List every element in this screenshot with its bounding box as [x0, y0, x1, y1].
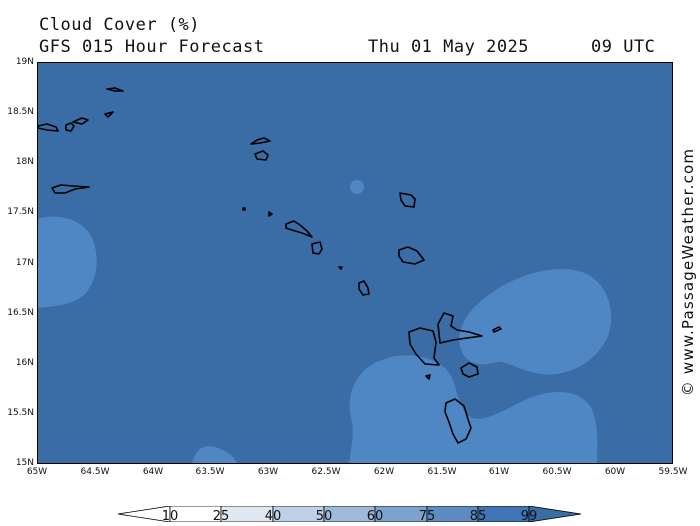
island-st-thomas	[72, 117, 89, 125]
island-st-barth	[254, 150, 269, 161]
lat-label-15-5n: 15.5N	[7, 408, 34, 418]
island-nevis	[311, 241, 323, 255]
lon-label-63w: 63W	[257, 467, 279, 477]
legend-label-40: 40	[264, 509, 282, 524]
lat-label-18-5n: 18.5N	[7, 107, 34, 117]
lat-label-16-5n: 16.5N	[7, 308, 34, 318]
legend-label-85: 85	[469, 509, 487, 524]
lon-label-60-5w: 60.5W	[542, 467, 572, 477]
cloud-patch-east	[459, 268, 612, 375]
island-anegada	[106, 87, 124, 92]
island-st-john	[104, 111, 114, 118]
island-montserrat	[358, 280, 370, 296]
lon-label-62w: 62W	[373, 467, 395, 477]
legend-label-60: 60	[366, 509, 384, 524]
legend-label-99: 99	[520, 509, 538, 524]
legend-label-10: 10	[161, 509, 179, 524]
lat-label-17-5n: 17.5N	[7, 207, 34, 217]
island-st-martin	[250, 137, 271, 145]
lat-label-17n: 17N	[15, 258, 34, 268]
island-saba	[242, 207, 246, 211]
lon-label-65w: 65W	[26, 467, 48, 477]
forecast-date: Thu 01 May 2025	[368, 37, 530, 57]
island-redonda	[338, 266, 343, 270]
legend-label-50: 50	[315, 509, 333, 524]
legend-label-25: 25	[212, 509, 230, 524]
lon-label-64-5w: 64.5W	[80, 467, 110, 477]
island-culebra	[65, 122, 75, 132]
legend-label-75: 75	[418, 509, 436, 524]
map-title: Cloud Cover (%)	[39, 15, 201, 35]
island-les-saintes	[425, 374, 431, 380]
lat-label-19n: 19N	[15, 57, 34, 67]
lon-label-63-5w: 63.5W	[195, 467, 225, 477]
island-st-croix	[51, 184, 90, 194]
cloud-cover-legend	[117, 505, 582, 523]
forecast-time: 09 UTC	[591, 37, 656, 57]
legend-segment-high-arrow	[528, 505, 582, 523]
forecast-subtitle: GFS 015 Hour Forecast	[39, 37, 265, 57]
cloud-cover-map	[37, 62, 673, 464]
cloud-patch-southcentral	[349, 355, 598, 464]
island-guadeloupe-basse-terre	[408, 327, 440, 366]
island-la-desirade	[492, 326, 502, 333]
lat-label-15n: 15N	[15, 458, 34, 468]
lon-label-59-5w: 59.5W	[658, 467, 688, 477]
map-frame	[37, 62, 673, 464]
lat-label-16n: 16N	[15, 358, 34, 368]
watermark-text: © www.PassageWeather.com	[679, 147, 697, 397]
island-dominica	[444, 398, 472, 444]
cloud-patch-west	[37, 216, 97, 308]
island-st-kitts	[285, 220, 313, 238]
lon-label-62-5w: 62.5W	[311, 467, 341, 477]
lat-label-18n: 18N	[15, 157, 34, 167]
lon-label-61-5w: 61.5W	[427, 467, 457, 477]
lon-label-60w: 60W	[604, 467, 626, 477]
cloud-patches	[37, 180, 612, 464]
island-st-eustatius	[268, 211, 273, 217]
cloud-patch-south	[192, 446, 237, 464]
island-guadeloupe-grande-terre	[437, 312, 483, 344]
island-antigua	[398, 246, 425, 265]
lon-label-64w: 64W	[142, 467, 164, 477]
island-marie-galante	[460, 362, 479, 378]
island-barbuda	[399, 192, 416, 208]
lon-label-61w: 61W	[488, 467, 510, 477]
cloud-patch-small	[350, 180, 364, 194]
